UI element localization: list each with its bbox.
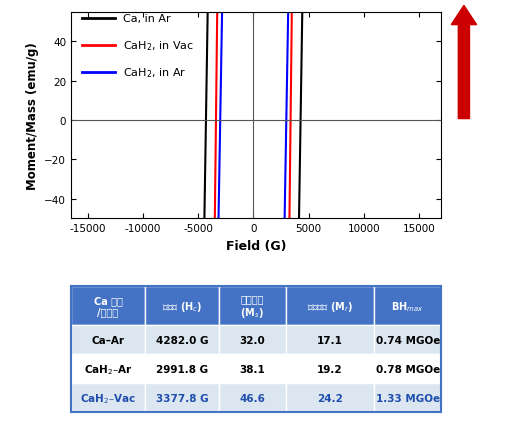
Text: 38.1: 38.1	[239, 364, 265, 374]
Text: 4282.0 G: 4282.0 G	[156, 335, 208, 345]
Text: 보자력 (H$_c$): 보자력 (H$_c$)	[162, 299, 202, 313]
Y-axis label: Moment/Mass (emu/g): Moment/Mass (emu/g)	[26, 42, 39, 190]
Bar	[219, 286, 285, 325]
Bar	[375, 325, 441, 354]
X-axis label: Field (G): Field (G)	[226, 239, 286, 252]
Text: 32.0: 32.0	[239, 335, 265, 345]
Bar	[145, 383, 219, 412]
Text: CaH$_2$–Ar: CaH$_2$–Ar	[84, 362, 132, 376]
Bar	[219, 354, 285, 383]
Text: 2991.8 G: 2991.8 G	[156, 364, 208, 374]
Bar	[285, 286, 375, 325]
Text: 3377.8 G: 3377.8 G	[156, 393, 208, 403]
Bar	[145, 354, 219, 383]
Text: CaH$_2$, in Vac: CaH$_2$, in Vac	[123, 39, 194, 53]
Bar	[145, 325, 219, 354]
Text: CaH$_2$, in Ar: CaH$_2$, in Ar	[123, 66, 186, 79]
Bar	[71, 325, 145, 354]
Text: 24.2: 24.2	[317, 393, 343, 403]
Text: CaH$_2$–Vac: CaH$_2$–Vac	[80, 391, 136, 405]
Bar	[375, 383, 441, 412]
Text: 17.1: 17.1	[317, 335, 343, 345]
Bar	[71, 354, 145, 383]
Bar	[285, 354, 375, 383]
Text: 46.6: 46.6	[239, 393, 265, 403]
Text: 19.2: 19.2	[317, 364, 343, 374]
Bar	[71, 286, 145, 325]
Text: Ca–Ar: Ca–Ar	[91, 335, 125, 345]
Text: BH$_{max}$: BH$_{max}$	[391, 299, 424, 313]
Bar	[71, 383, 145, 412]
Text: 0.78 MGOe: 0.78 MGOe	[376, 364, 440, 374]
Text: 포화자화
(M$_s$): 포화자화 (M$_s$)	[240, 293, 264, 319]
Bar	[219, 325, 285, 354]
Text: 0.74 MGOe: 0.74 MGOe	[376, 335, 440, 345]
Bar	[285, 325, 375, 354]
Bar	[375, 286, 441, 325]
Bar	[285, 383, 375, 412]
Bar	[375, 354, 441, 383]
Bar	[219, 383, 285, 412]
Text: Ca 종류
/분위기: Ca 종류 /분위기	[94, 295, 122, 317]
Text: 잔류자화 (M$_r$): 잔류자화 (M$_r$)	[307, 299, 353, 313]
Bar	[145, 286, 219, 325]
Text: Ca, in Ar: Ca, in Ar	[123, 14, 170, 24]
Text: 1.33 MGOe: 1.33 MGOe	[376, 393, 440, 403]
